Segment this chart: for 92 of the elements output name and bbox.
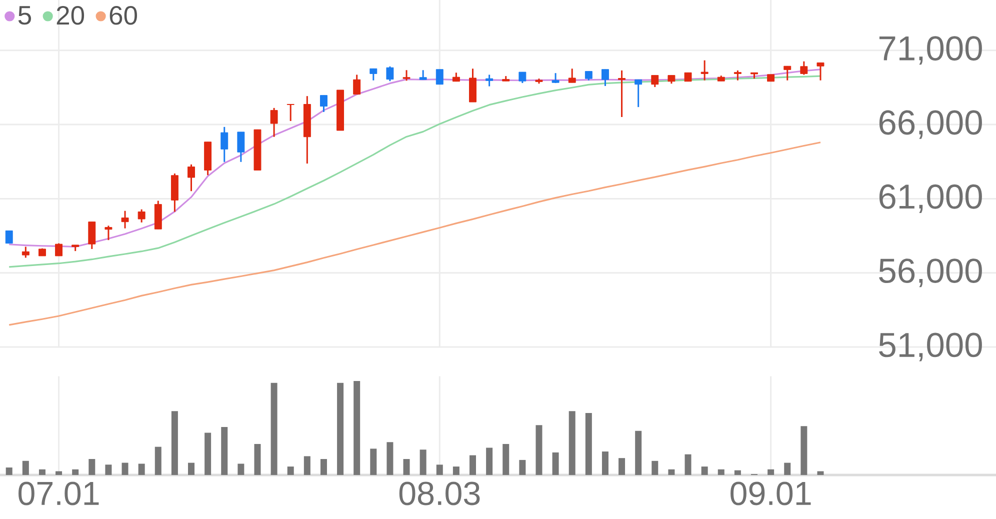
bar — [817, 471, 824, 475]
bar — [701, 466, 708, 475]
x-tick-label: 09.01 — [730, 482, 811, 506]
bar — [386, 442, 394, 475]
bar — [734, 470, 741, 475]
candlestick — [486, 74, 494, 88]
y-tick-label: 61,000 — [879, 184, 982, 213]
candlestick — [286, 103, 294, 122]
candlestick — [784, 65, 792, 82]
bar — [585, 412, 592, 475]
bar — [22, 460, 29, 475]
candlestick — [734, 70, 742, 82]
bar — [452, 466, 460, 475]
bar — [568, 411, 576, 475]
bar — [304, 456, 310, 475]
y-tick-label: 56,000 — [879, 258, 982, 288]
bar — [618, 458, 626, 475]
candlestick — [121, 210, 129, 230]
candlestick — [188, 164, 195, 192]
bar — [38, 469, 46, 475]
bar — [668, 469, 675, 475]
candlestick — [88, 221, 96, 250]
x-tick-label: 07.01 — [18, 482, 99, 506]
legend-label: 20 — [56, 6, 84, 25]
bar — [436, 464, 443, 475]
legend-label: 5 — [18, 6, 32, 25]
bar — [502, 444, 510, 475]
candlestick — [518, 71, 526, 84]
bar — [72, 469, 79, 475]
candlestick — [104, 224, 112, 241]
y-tick-label: 51,000 — [879, 332, 982, 362]
bar — [470, 455, 476, 475]
candlestick — [651, 74, 659, 88]
bar — [270, 382, 278, 475]
candlestick — [700, 60, 708, 82]
candlestick — [386, 66, 394, 82]
bar — [254, 444, 261, 475]
candlestick — [270, 107, 278, 138]
candlestick — [237, 131, 245, 163]
bar — [337, 382, 344, 475]
candlestick — [436, 68, 444, 86]
candlestick — [138, 208, 146, 224]
bar — [171, 411, 178, 475]
bar — [519, 460, 526, 475]
bar — [784, 462, 791, 475]
candlestick — [601, 68, 609, 87]
bar — [602, 452, 608, 475]
x-tick-label: 08.03 — [399, 482, 480, 506]
candlestick — [584, 70, 592, 82]
bar — [486, 448, 493, 475]
candlestick — [370, 68, 378, 82]
candlestick — [618, 70, 626, 118]
bar — [320, 459, 327, 475]
y-tick-label: 71,000 — [879, 36, 982, 65]
bar — [238, 464, 244, 475]
bar — [420, 450, 426, 475]
bar — [122, 462, 128, 475]
candlestick — [816, 62, 824, 82]
bar — [138, 464, 145, 475]
legend-label: 60 — [110, 6, 138, 25]
candlestick — [55, 242, 63, 257]
candlestick — [5, 230, 13, 244]
candlestick — [22, 246, 30, 258]
bar — [684, 454, 692, 475]
bar — [552, 452, 559, 475]
bar — [88, 459, 96, 475]
bar — [718, 469, 724, 475]
candlestick — [634, 78, 642, 108]
bar — [354, 381, 360, 475]
bar — [403, 459, 410, 475]
bar — [287, 466, 294, 475]
candlestick — [402, 69, 410, 82]
y-tick-label: 66,000 — [879, 110, 982, 139]
bar — [635, 430, 642, 475]
bar — [188, 462, 195, 475]
bar — [652, 460, 658, 475]
bar — [768, 469, 774, 475]
bar — [56, 471, 62, 475]
candlestick — [800, 60, 808, 76]
bar — [105, 464, 112, 475]
candlestick — [220, 126, 228, 163]
candlestick — [353, 74, 361, 96]
bar — [221, 427, 228, 475]
bar — [536, 425, 542, 475]
candlestick — [320, 94, 328, 113]
bar — [204, 432, 212, 475]
bar — [800, 426, 808, 475]
bar — [6, 467, 12, 475]
candlestick — [568, 68, 576, 84]
bar — [370, 448, 377, 475]
candlestick — [419, 69, 427, 80]
bar — [154, 446, 162, 475]
